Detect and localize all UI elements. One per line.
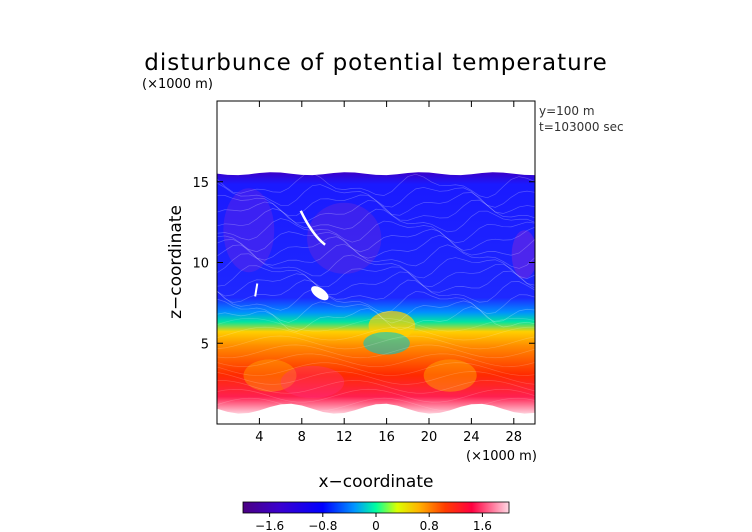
temperature-field (217, 172, 535, 414)
x-tick-label: 4 (255, 430, 263, 445)
contour-line (217, 226, 535, 253)
contour-line (217, 199, 535, 224)
cool-intrusion (363, 331, 410, 355)
contour-line (217, 208, 535, 233)
y-tick-label: 10 (192, 257, 209, 272)
contour-line (217, 270, 535, 297)
contour-line (217, 263, 535, 288)
missing-value-patch (254, 283, 259, 297)
x-tick-label: 24 (463, 430, 480, 445)
contour-line (217, 253, 535, 279)
contour-line (217, 234, 535, 261)
field-background (217, 172, 535, 414)
contour-line (217, 279, 535, 303)
y-unit-label: (×1000 m) (142, 77, 213, 92)
y-axis-label: z−coordinate (166, 205, 186, 319)
annotation-t: t=103000 sec (539, 120, 624, 134)
contour-line (217, 218, 535, 244)
colorbar-tick-label: −1.6 (255, 519, 284, 532)
colorbar-tick-label: 0.8 (420, 519, 439, 532)
purple-plume (511, 230, 535, 279)
contour-line (217, 182, 535, 208)
x-tick-label: 28 (506, 430, 523, 445)
missing-value-patch (299, 210, 326, 246)
contour-line (217, 388, 535, 403)
contour-line (217, 243, 535, 269)
y-tick-label: 5 (201, 337, 209, 352)
missing-value-patch (311, 286, 329, 301)
contour-line (217, 353, 535, 368)
warm-blob (423, 359, 477, 392)
x-tick-label: 20 (421, 430, 438, 445)
colorbar-tick-label: 1.6 (473, 519, 492, 532)
axis-ticks: 4 8 12 16 20 24 28 5 10 15 (192, 101, 535, 445)
y-tick-label: 15 (192, 176, 209, 191)
contour-line (217, 380, 535, 394)
purple-plume (307, 202, 382, 274)
contour-line (217, 172, 535, 199)
colorbar-tick-label: −0.8 (308, 519, 337, 532)
contour-line (217, 326, 535, 341)
colorbar-tick-label: 0 (372, 519, 380, 532)
x-axis-label: x−coordinate (319, 472, 434, 492)
contour-line (217, 317, 535, 332)
contour-line (217, 335, 535, 350)
contour-line (217, 344, 535, 359)
colorbar-ticks: −1.6 −0.8 0 0.8 1.6 (255, 513, 492, 532)
warm-blob (280, 365, 345, 399)
annotation-y: y=100 m (539, 104, 595, 118)
contour-line (217, 371, 535, 385)
contour-line (217, 362, 535, 376)
contour-line (217, 288, 535, 315)
x-unit-label: (×1000 m) (466, 449, 537, 464)
contour-line (217, 397, 535, 412)
contour-line (217, 306, 535, 332)
warm-blob (243, 359, 297, 392)
colorbar (242, 501, 510, 514)
purple-plume (223, 188, 275, 273)
contour-line (217, 298, 535, 324)
chart-title: disturbunce of potential temperature (144, 50, 608, 76)
x-tick-label: 16 (378, 430, 395, 445)
contour-line (217, 192, 535, 217)
x-tick-label: 8 (298, 430, 306, 445)
x-tick-label: 12 (336, 430, 353, 445)
